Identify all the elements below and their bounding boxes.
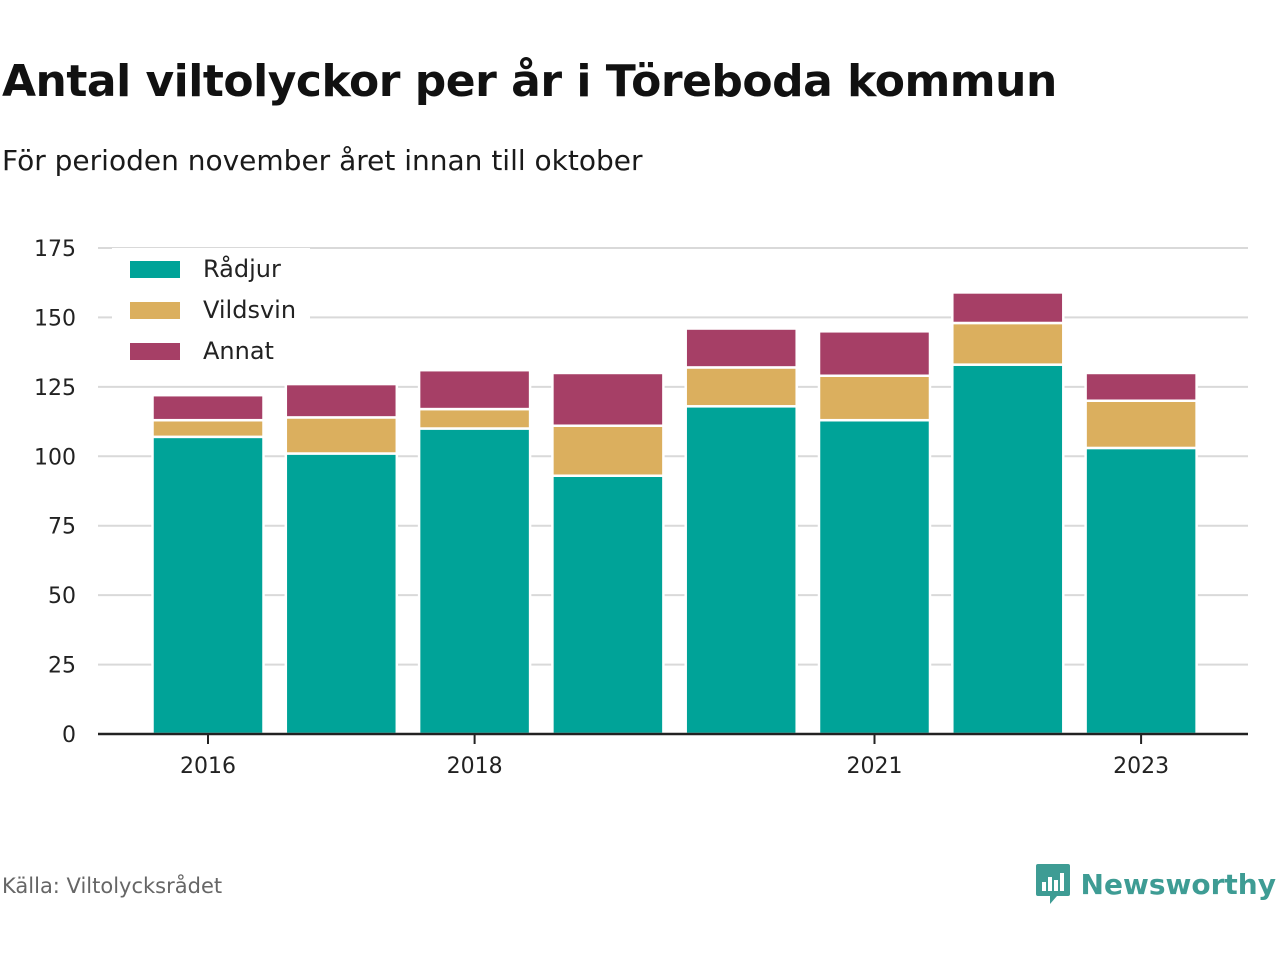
legend-swatch-rådjur [130,261,180,278]
bar-segment-vildsvin [684,366,798,408]
bar-segment-vildsvin [417,407,532,430]
legend-swatch-vildsvin [130,302,180,319]
bar-segment-annat [151,393,265,422]
chart-title: Antal viltolyckor per år i Töreboda komm… [2,56,1057,107]
newsworthy-logo-icon [1035,864,1070,904]
y-tick-label: 25 [48,654,76,679]
brand: Newsworthy [1035,862,1276,906]
bar-segment-annat [684,327,798,369]
legend-swatch-annat [130,343,180,360]
source-note: Källa: Viltolycksrådet [2,874,223,898]
bar-segment-vildsvin [1084,399,1198,450]
y-tick-label: 175 [34,237,76,262]
bar-segment-rådjur [284,452,399,736]
x-axis-ticks: 2016 2018 2021 2023 [180,734,1169,779]
legend-label: Vildsvin [203,296,296,324]
y-tick-label: 125 [34,376,76,401]
y-tick-label: 150 [34,306,76,331]
bar-segment-rådjur [551,474,665,736]
x-tick-label: 2018 [447,754,503,779]
x-tick-label: 2021 [847,754,903,779]
y-tick-label: 100 [34,445,76,470]
legend-label: Rådjur [203,254,281,283]
bar-segment-annat [1084,371,1198,402]
bar-segment-rådjur [417,427,532,736]
y-tick-label: 75 [48,515,76,540]
bar-segment-annat [951,291,1065,325]
bar-segment-annat [417,368,532,411]
bar-segment-vildsvin [951,321,1065,366]
x-tick-label: 2023 [1113,754,1169,779]
bar-segment-rådjur [817,418,932,736]
bar-segment-vildsvin [551,424,665,477]
bars [151,291,1198,736]
bar-segment-rådjur [684,405,798,736]
bar-segment-annat [284,382,399,419]
y-tick-label: 50 [48,584,76,609]
bar-segment-rådjur [1084,446,1198,736]
bar-segment-annat [817,330,932,377]
y-tick-label: 0 [62,723,76,748]
bar-segment-vildsvin [151,418,265,439]
bar-segment-rådjur [951,363,1065,736]
brand-name: Newsworthy [1080,867,1276,901]
legend: Rådjur Vildsvin Annat [112,248,310,378]
y-axis-ticks: 0 25 50 75 100 125 150 175 [34,237,76,748]
bar-segment-vildsvin [284,416,399,455]
legend-label: Annat [203,337,274,365]
bar-segment-annat [551,371,665,427]
chart-subtitle: För perioden november året innan till ok… [2,144,643,177]
bar-segment-vildsvin [817,374,932,422]
bar-segment-rådjur [151,435,265,736]
x-tick-label: 2016 [180,754,236,779]
